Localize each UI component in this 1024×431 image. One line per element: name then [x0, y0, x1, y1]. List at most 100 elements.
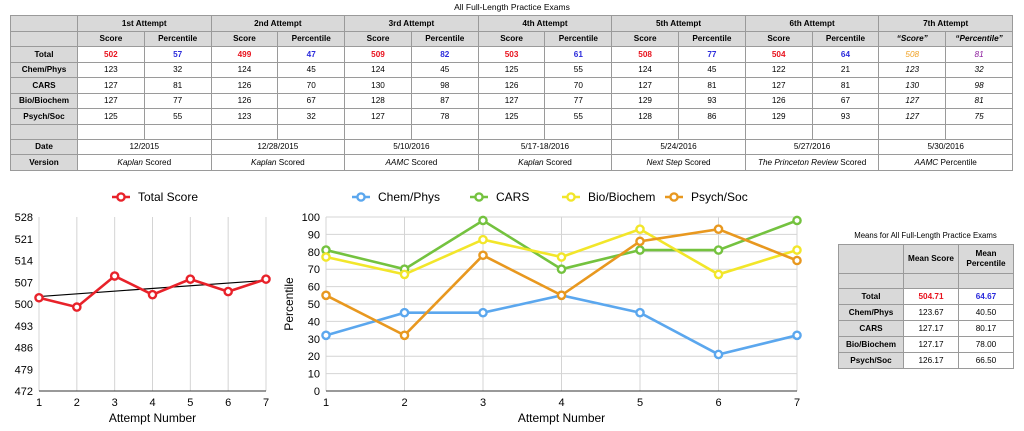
table-cell: 125 [477, 61, 546, 78]
column-header: Percentile [143, 30, 212, 47]
mean-percentile-header: Mean Percentile [958, 244, 1014, 274]
table-cell: 127 [344, 108, 412, 125]
mean-percentile-cell: 64.67 [958, 288, 1014, 305]
date-cell: 12/28/2015 [210, 138, 346, 155]
data-point [635, 307, 645, 318]
y-axis-label: Percentile [282, 277, 296, 331]
table-cell: 126 [210, 77, 279, 94]
table-row: Psych/Soc 125 55 123 32 127 78 125 55 128 86 129 93 1… [10, 108, 1013, 125]
table-cell: 61 [544, 46, 613, 63]
table-cell: 98 [945, 77, 1013, 94]
x-tick-label: 2 [401, 397, 407, 409]
y-tick-label: 493 [15, 321, 33, 333]
legend-marker [474, 192, 484, 202]
date-cell: 5/27/2016 [744, 138, 880, 155]
table-cell: 57 [143, 46, 212, 63]
attempt-header: 1st Attempt [77, 15, 212, 32]
version-provider: AAMC [385, 157, 410, 167]
table-cell: 64 [811, 46, 880, 63]
data-point [478, 307, 488, 318]
table-cell: 86 [678, 108, 746, 125]
data-point [635, 245, 645, 255]
column-header: Percentile [678, 30, 746, 47]
table-cell: 125 [77, 108, 145, 125]
attempt-header: 6th Attempt [744, 15, 880, 32]
mean-score-cell: 504.71 [903, 288, 959, 305]
means-row: Bio/Biochem 127.17 78.00 [838, 336, 1014, 353]
version-row: Version Kaplan Scored Kaplan Scored AAMC Sc… [10, 154, 1013, 171]
mean-score-cell: 126.17 [903, 352, 959, 369]
table-cell: 81 [678, 77, 746, 94]
data-point [478, 250, 488, 261]
table-cell: 82 [410, 46, 479, 63]
x-tick-label: 5 [187, 397, 193, 409]
table-cell: 77 [143, 92, 212, 109]
data-point [399, 269, 410, 280]
mean-score-cell: 127.17 [903, 320, 959, 337]
legend-marker [566, 192, 576, 202]
table-cell: 129 [611, 92, 680, 109]
table-cell: 127 [878, 92, 947, 109]
table-cell: 45 [678, 61, 746, 78]
version-cell: Kaplan Scored [210, 154, 346, 171]
x-tick-label: 2 [74, 397, 80, 409]
x-tick-label: 3 [112, 397, 118, 409]
data-point [321, 252, 331, 262]
row-label: Version [10, 154, 78, 171]
corner-cell [10, 30, 78, 47]
y-tick-label: 40 [308, 316, 320, 328]
row-label: Chem/Phys [10, 61, 78, 78]
y-tick-label: 30 [308, 334, 320, 346]
mean-percentile-cell: 40.50 [958, 304, 1014, 321]
y-tick-label: 50 [308, 299, 320, 311]
table-cell: 128 [611, 108, 680, 125]
version-provider: Kaplan [250, 157, 277, 167]
data-point [109, 271, 120, 281]
data-point [713, 349, 724, 360]
table-cell: 126 [744, 92, 813, 109]
y-tick-label: 70 [308, 264, 320, 276]
version-type: Scored [682, 157, 711, 167]
column-header: Score [210, 30, 279, 47]
data-point [713, 245, 724, 255]
y-tick-label: 10 [308, 369, 320, 381]
total-score-chart: 472 479 486 493 500 507 514 521 528 1 2 3 4 5 6 7 Attemp… [15, 190, 271, 425]
version-provider: Next Step [646, 157, 683, 167]
y-tick-label: 521 [15, 234, 33, 246]
version-provider: AAMC [914, 157, 939, 167]
version-type: Percentile [938, 157, 977, 167]
trend-line [38, 279, 267, 298]
table-row: Bio/Biochem 127 77 126 67 128 87 127 77 129 93 126 6… [10, 92, 1013, 109]
column-header: Score [344, 30, 412, 47]
version-provider: The Princeton Review [757, 157, 839, 167]
table-cell: 126 [210, 92, 279, 109]
table-cell: 70 [544, 77, 613, 94]
attempt-header: 3rd Attempt [344, 15, 479, 32]
table-cell: 502 [77, 46, 145, 63]
data-point [34, 292, 44, 303]
row-label: Chem/Phys [838, 304, 904, 321]
mean-percentile-cell: 80.17 [958, 320, 1014, 337]
legend-marker [116, 192, 126, 202]
version-type: Scored [543, 157, 572, 167]
mean-score-cell: 127.17 [903, 336, 959, 353]
column-header: Percentile [410, 30, 479, 47]
data-point [321, 290, 331, 301]
mean-score-cell: 123.67 [903, 304, 959, 321]
column-header: Score [744, 30, 813, 47]
x-tick-label: 3 [480, 397, 486, 409]
y-tick-label: 479 [15, 364, 33, 376]
table-cell: 32 [277, 108, 346, 125]
table-cell: 55 [544, 61, 613, 78]
y-tick-label: 60 [308, 282, 320, 294]
attempt-header: 2nd Attempt [210, 15, 346, 32]
table-cell: 93 [678, 92, 746, 109]
table-cell: 70 [277, 77, 346, 94]
table-cell: 32 [945, 61, 1013, 78]
version-cell: Kaplan Scored [477, 154, 613, 171]
table-cell: 124 [611, 61, 680, 78]
means-row: CARS 127.17 80.17 [838, 320, 1014, 337]
y-tick-label: 90 [308, 229, 320, 241]
row-label: Total [838, 288, 904, 305]
y-tick-label: 0 [314, 386, 320, 398]
